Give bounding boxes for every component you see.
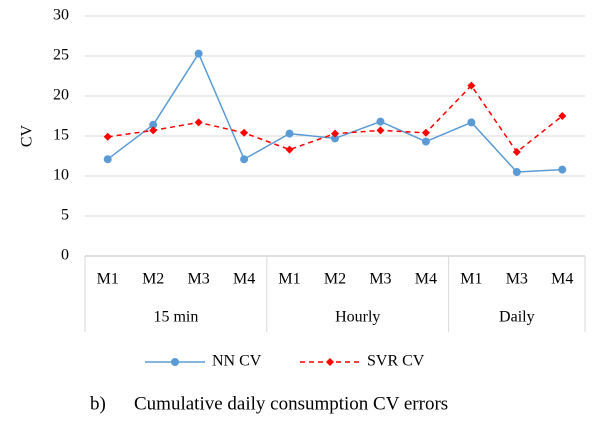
point [467,118,476,127]
x-tick-label: M4 [551,271,573,288]
legend-label: NN CV [212,353,262,370]
x-tick-label: M2 [324,271,346,288]
x-tick-label: M1 [460,271,482,288]
y-tick-label: 15 [53,127,69,144]
y-tick-label: 25 [53,47,69,64]
point [331,129,339,138]
x-tick-label: M2 [142,271,164,288]
x-tick-label: M1 [278,271,300,288]
legend-label: SVR CV [367,353,425,370]
x-tick-label: M1 [97,271,119,288]
point [376,117,385,126]
y-tick-label: 5 [61,207,69,224]
x-tick-label: M4 [415,271,437,288]
point [103,155,112,164]
x-tick-label: M3 [369,271,391,288]
point [467,81,476,90]
legend-marker [326,358,334,366]
point [149,126,158,135]
group-label: Daily [499,309,535,326]
point [421,137,430,146]
x-tick-label: M4 [233,271,255,288]
y-tick-label: 10 [53,167,69,184]
y-axis-label: CV [19,124,36,147]
point [194,49,203,58]
point [558,112,567,120]
point [240,128,249,137]
y-tick-label: 20 [53,87,69,104]
point [512,168,521,176]
group-label: Hourly [335,309,380,326]
point [421,128,430,137]
point [285,129,294,138]
point [103,132,112,141]
point [240,155,249,164]
point [194,118,203,127]
point [285,145,294,154]
x-tick-label: M3 [188,271,210,288]
series-line [107,52,563,173]
x-tick-label: M3 [506,271,528,288]
caption-label: b) [90,393,106,414]
group-label: 15 min [153,309,198,326]
point [331,134,339,143]
y-tick-label: 0 [61,247,69,264]
y-tick-label: 30 [53,7,69,24]
caption: Cumulative daily consumption CV errors [134,393,448,414]
legend-marker [171,358,179,366]
point [512,148,521,156]
point [376,126,385,135]
point [149,120,158,129]
point [558,165,567,174]
